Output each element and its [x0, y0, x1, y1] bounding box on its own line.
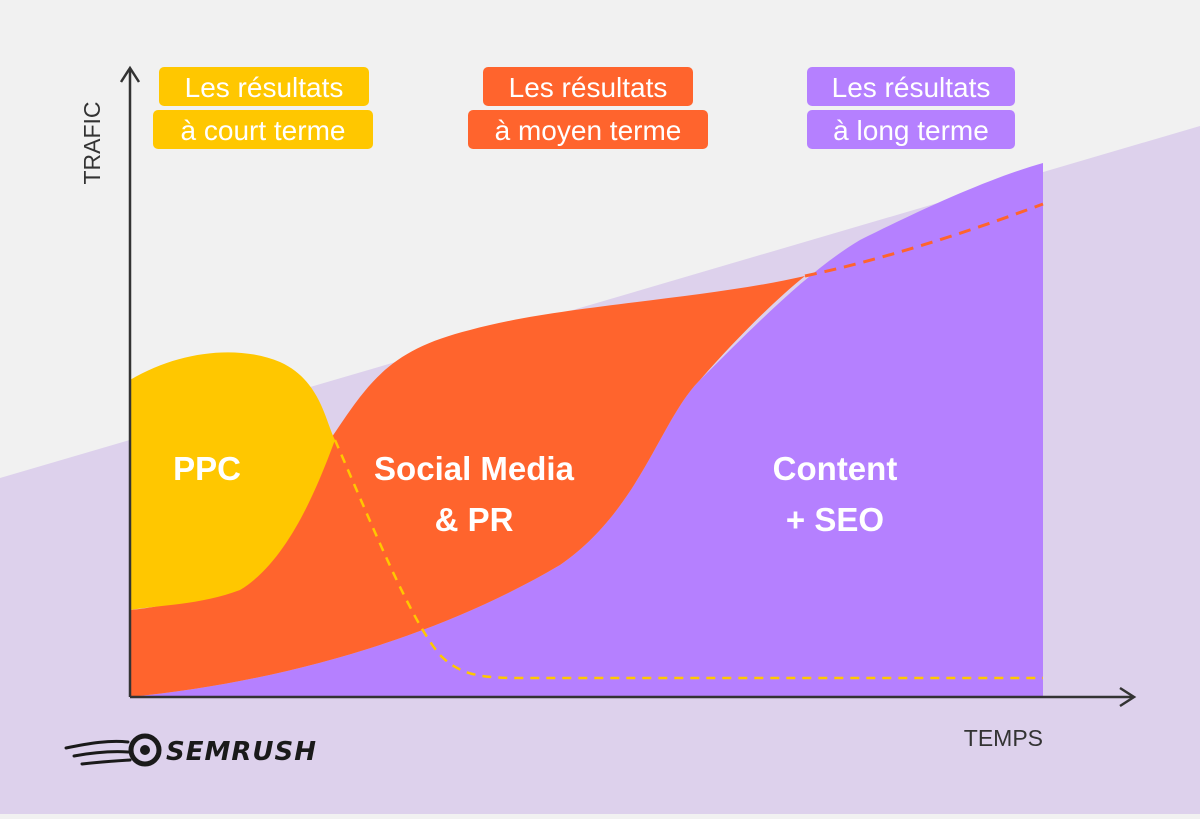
tag-long-term-line2: à long terme: [833, 115, 989, 146]
social-media-label-line1: Social Media: [374, 450, 575, 487]
content-seo-label-line2: + SEO: [786, 501, 884, 538]
tag-long-term-bg-bottom: [807, 110, 1015, 149]
tag-medium-term: Les résultats à moyen terme: [468, 67, 708, 149]
tag-medium-term-line1: Les résultats: [509, 72, 668, 103]
content-seo-area: [130, 163, 1043, 697]
semrush-logo: SEMRUSH: [64, 733, 317, 767]
y-axis-label: TRAFIC: [79, 101, 105, 184]
tag-short-term-bg-top: [159, 67, 369, 106]
ppc-area: [130, 352, 335, 610]
y-axis-arrow-icon: [119, 65, 141, 83]
tag-short-term-line2: à court terme: [181, 115, 346, 146]
tag-long-term: Les résultats à long terme: [807, 67, 1015, 149]
ppc-label: PPC: [173, 450, 241, 487]
semrush-logo-text: SEMRUSH: [166, 737, 317, 767]
tag-short-term: Les résultats à court terme: [153, 67, 373, 149]
x-axis-label: TEMPS: [964, 725, 1043, 751]
tag-short-term-line1: Les résultats: [185, 72, 344, 103]
x-axis-arrow-icon: [1119, 686, 1137, 708]
social-media-label-line2: & PR: [435, 501, 514, 538]
tag-long-term-line1: Les résultats: [832, 72, 991, 103]
social-dashed-line: [804, 202, 1044, 278]
tag-long-term-bg-top: [807, 67, 1015, 106]
tag-short-term-bg-bottom: [153, 110, 373, 149]
semrush-fireball-icon: [64, 733, 162, 767]
tag-medium-term-bg-bottom: [468, 110, 708, 149]
ppc-dashed-line: [333, 439, 1043, 680]
tag-medium-term-bg-top: [483, 67, 693, 106]
tag-medium-term-line2: à moyen terme: [495, 115, 682, 146]
social-media-area: [130, 276, 805, 697]
content-seo-label-line1: Content: [773, 450, 898, 487]
